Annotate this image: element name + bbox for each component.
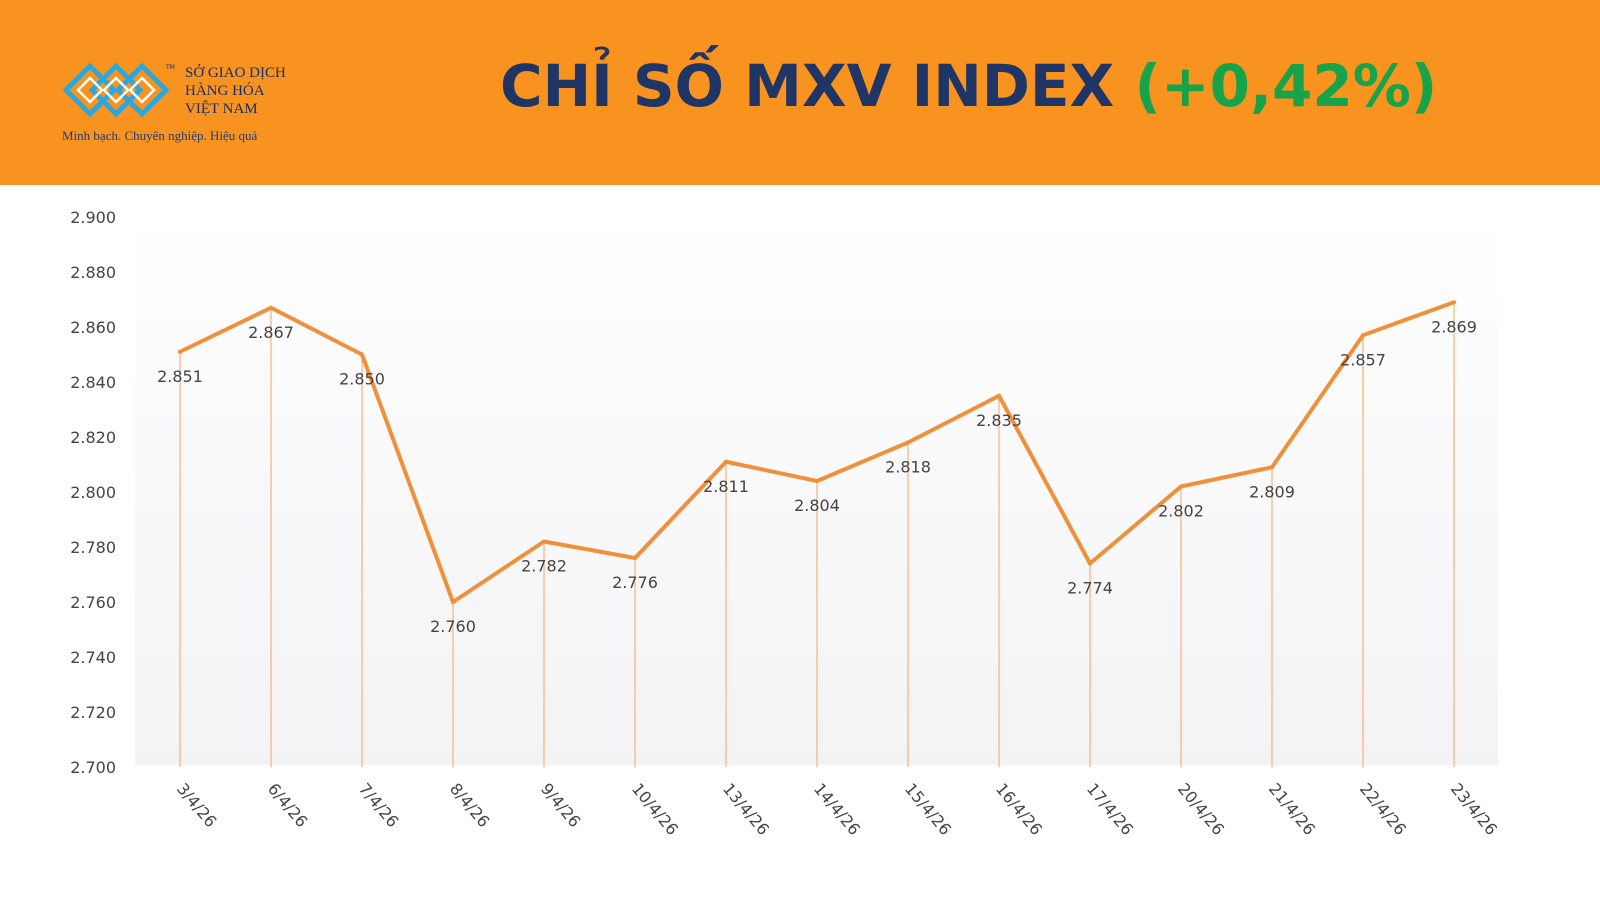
data-point xyxy=(1452,300,1456,305)
y-tick-label: 2.820 xyxy=(70,428,116,447)
data-label: 2.867 xyxy=(248,323,294,342)
x-tick-label: 23/4/26 xyxy=(1447,779,1501,838)
data-point xyxy=(906,440,910,445)
x-tick-label: 8/4/26 xyxy=(446,779,494,831)
data-label: 2.760 xyxy=(430,617,476,636)
y-tick-label: 2.780 xyxy=(70,538,116,557)
data-point xyxy=(360,352,364,357)
data-point xyxy=(633,556,637,560)
x-tick-label: 17/4/26 xyxy=(1083,779,1137,838)
data-label: 2.835 xyxy=(976,411,1022,430)
x-tick-label: 7/4/26 xyxy=(355,779,403,831)
y-tick-label: 2.760 xyxy=(70,593,116,612)
x-tick-label: 20/4/26 xyxy=(1174,779,1228,838)
data-label: 2.809 xyxy=(1249,482,1295,501)
data-label: 2.818 xyxy=(885,458,931,477)
title-change-percent: (+0,42%) xyxy=(1134,52,1438,120)
y-tick-label: 2.740 xyxy=(70,648,116,667)
x-tick-label: 6/4/26 xyxy=(264,779,312,831)
data-point xyxy=(178,349,182,354)
data-label: 2.851 xyxy=(157,367,203,386)
x-tick-label: 9/4/26 xyxy=(537,779,585,831)
logo-mark-icon xyxy=(62,62,170,118)
data-point xyxy=(1361,333,1365,338)
logo-line-1: SỞ GIAO DỊCH xyxy=(185,65,286,81)
data-label: 2.811 xyxy=(703,477,749,496)
logo-slogan: Minh bạch. Chuyên nghiệp. Hiệu quả xyxy=(62,128,258,143)
x-tick-label: 16/4/26 xyxy=(992,779,1046,838)
x-tick-label: 15/4/26 xyxy=(901,779,955,838)
x-tick-label: 22/4/26 xyxy=(1356,779,1410,838)
x-tick-label: 13/4/26 xyxy=(719,779,773,838)
logo-line-2: HÀNG HÓA xyxy=(185,83,265,99)
trademark-mark: TM xyxy=(166,64,175,71)
y-tick-label: 2.860 xyxy=(70,318,116,337)
x-tick-label: 3/4/26 xyxy=(173,779,221,831)
data-label: 2.776 xyxy=(612,573,658,592)
data-point xyxy=(1270,465,1274,470)
x-tick-label: 14/4/26 xyxy=(810,779,864,838)
x-tick-label: 21/4/26 xyxy=(1265,779,1319,838)
y-tick-label: 2.880 xyxy=(70,263,116,282)
logo-line-3: VIỆT NAM xyxy=(185,101,258,117)
page-title: CHỈ SỐ MXV INDEX (+0,42%) xyxy=(0,50,1600,122)
data-point xyxy=(997,393,1001,398)
title-main: CHỈ SỐ MXV INDEX xyxy=(500,52,1115,120)
x-tick-label: 10/4/26 xyxy=(628,779,682,838)
data-point xyxy=(1179,484,1183,489)
header-banner: TM SỞ GIAO DỊCH HÀNG HÓA VIỆT NAM Minh b… xyxy=(0,0,1600,185)
data-label: 2.850 xyxy=(339,370,385,389)
data-point xyxy=(1088,561,1092,566)
data-label: 2.804 xyxy=(794,496,840,515)
data-point xyxy=(724,459,728,464)
y-tick-label: 2.700 xyxy=(70,758,116,777)
data-label: 2.857 xyxy=(1340,350,1386,369)
exchange-logo: TM SỞ GIAO DỊCH HÀNG HÓA VIỆT NAM Minh b… xyxy=(62,60,302,150)
data-label: 2.802 xyxy=(1158,502,1204,521)
y-tick-label: 2.720 xyxy=(70,703,116,722)
y-tick-label: 2.900 xyxy=(70,208,116,227)
data-point xyxy=(451,600,455,604)
data-point xyxy=(269,305,273,310)
data-label: 2.774 xyxy=(1067,579,1113,598)
data-label: 2.869 xyxy=(1431,317,1477,336)
data-point xyxy=(542,539,546,544)
y-tick-label: 2.840 xyxy=(70,373,116,392)
y-tick-label: 2.800 xyxy=(70,483,116,502)
line-chart: 2.700 2.720 2.740 2.760 2.780 2.800 2.820 2.840… xyxy=(70,208,1501,839)
chart-area: 2.700 2.720 2.740 2.760 2.780 2.800 2.820 2.840… xyxy=(0,185,1600,900)
data-point xyxy=(815,479,819,483)
logo-text: SỞ GIAO DỊCH HÀNG HÓA VIỆT NAM xyxy=(185,64,286,118)
data-label: 2.782 xyxy=(521,557,567,576)
